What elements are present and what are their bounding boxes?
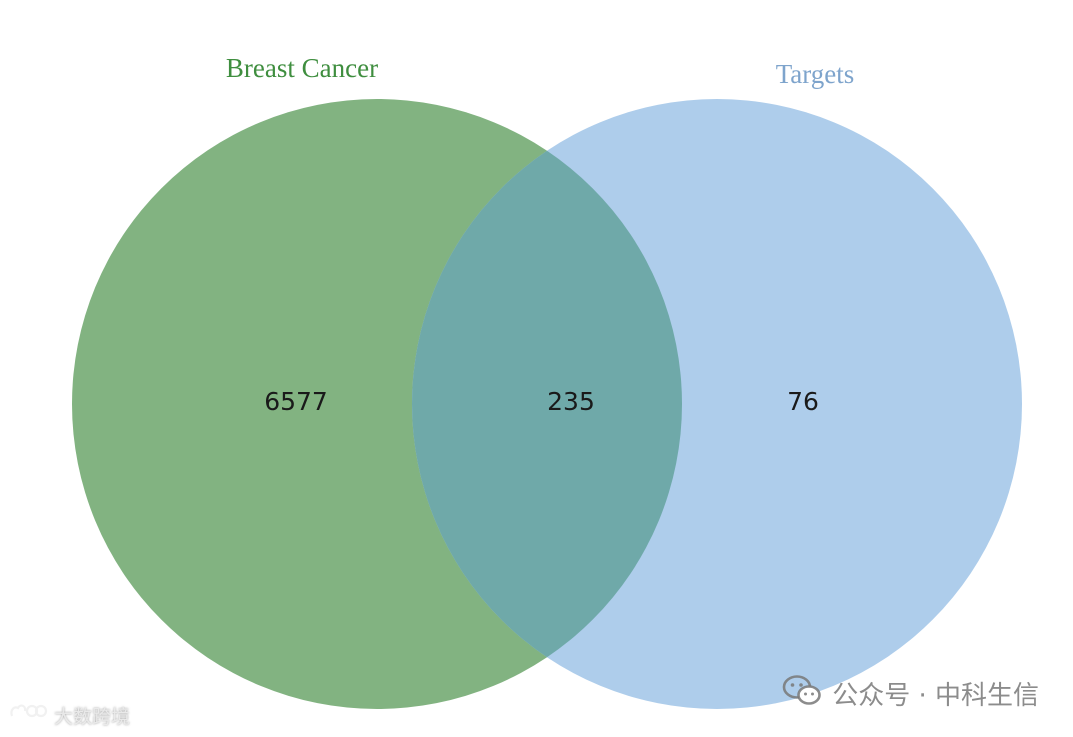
wechat-logo-icon <box>782 674 822 713</box>
wechat-watermark-text: 公众号 · 中科生信 <box>832 681 1039 711</box>
targets-only-count: 76 <box>787 387 819 416</box>
brand-logo-icon <box>8 702 48 729</box>
intersection-count: 235 <box>547 387 595 416</box>
brand-watermark: 大数跨境 <box>8 702 130 729</box>
breast-cancer-label: Breast Cancer <box>226 53 378 83</box>
brand-watermark-text: 大数跨境 <box>54 706 131 728</box>
wechat-watermark: 公众号 · 中科生信 <box>782 674 1039 713</box>
intersection-region <box>412 99 682 709</box>
targets-label: Targets <box>776 59 855 89</box>
breast-cancer-only-count: 6577 <box>264 387 328 416</box>
